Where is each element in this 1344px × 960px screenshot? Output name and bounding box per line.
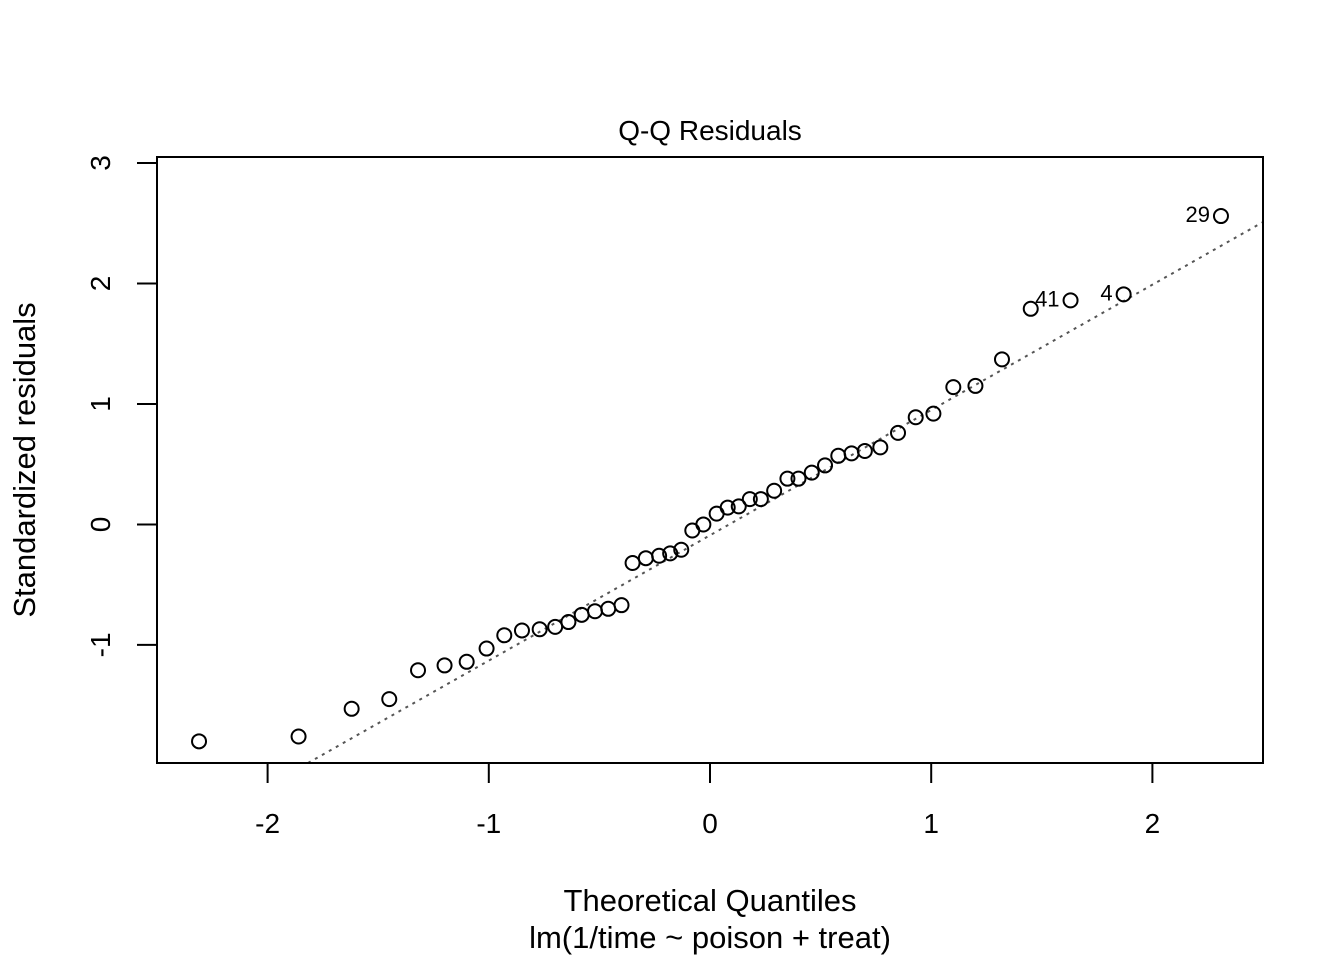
data-points: [191, 208, 1229, 750]
data-point: [945, 379, 962, 396]
data-point: [817, 457, 834, 474]
data-point: [624, 555, 641, 572]
x-axis: -2 -1 0 1 2: [255, 762, 1161, 839]
data-point: [830, 447, 847, 464]
data-point: [803, 464, 820, 481]
y-tick-label: 0: [85, 517, 116, 533]
data-point: [790, 470, 807, 487]
data-point: [1115, 286, 1132, 303]
data-point: [191, 733, 208, 750]
data-point: [600, 600, 617, 617]
data-point: [586, 603, 603, 620]
data-point: [637, 550, 654, 567]
data-point: [730, 498, 747, 515]
data-point: [993, 351, 1010, 368]
data-point: [695, 516, 712, 533]
data-point: [1062, 292, 1079, 309]
data-point: [496, 627, 513, 644]
data-point: [560, 614, 577, 631]
data-point: [741, 491, 758, 508]
data-point: [752, 491, 769, 508]
data-point: [531, 621, 548, 638]
data-point: [1212, 208, 1229, 225]
point-label: 29: [1185, 202, 1209, 227]
point-label: 4: [1100, 280, 1112, 305]
point-labels: 29 41 4: [1035, 202, 1210, 311]
data-point: [662, 545, 679, 562]
y-axis-label: Standardized residuals: [7, 302, 42, 617]
data-point: [458, 653, 475, 670]
data-point: [907, 409, 924, 426]
data-point: [573, 606, 590, 623]
data-point: [513, 622, 530, 639]
data-point: [478, 640, 495, 657]
data-point: [719, 499, 736, 516]
plot-area: 29 41 4: [191, 202, 1264, 764]
data-point: [856, 442, 873, 459]
data-point: [410, 662, 427, 679]
data-point: [673, 541, 690, 558]
data-point: [436, 657, 453, 674]
x-tick-label: -1: [476, 808, 501, 839]
data-point: [1022, 300, 1039, 317]
x-tick-label: 0: [702, 808, 718, 839]
x-axis-label: Theoretical Quantiles: [564, 883, 857, 918]
data-point: [925, 405, 942, 422]
chart-title: Q-Q Residuals: [618, 115, 802, 146]
y-tick-label: 3: [85, 155, 116, 171]
y-tick-label: 1: [85, 396, 116, 412]
data-point: [766, 482, 783, 499]
plot-frame: [156, 156, 1264, 764]
data-point: [613, 597, 630, 614]
data-point: [381, 691, 398, 708]
data-point: [890, 424, 907, 441]
y-tick-label: 2: [85, 276, 116, 292]
y-axis: -1 0 1 2 3: [85, 155, 158, 657]
data-point: [843, 445, 860, 462]
data-point: [967, 377, 984, 394]
point-label: 41: [1035, 286, 1059, 311]
x-tick-label: -2: [255, 808, 280, 839]
data-point: [547, 618, 564, 635]
model-subtitle: lm(1/time ~ poison + treat): [529, 920, 891, 955]
data-point: [343, 700, 360, 717]
x-tick-label: 2: [1145, 808, 1161, 839]
data-point: [651, 547, 668, 564]
reference-line: [307, 221, 1264, 764]
x-tick-label: 1: [923, 808, 939, 839]
y-tick-label: -1: [85, 632, 116, 657]
data-point: [290, 728, 307, 745]
data-point: [779, 470, 796, 487]
data-point: [872, 439, 889, 456]
